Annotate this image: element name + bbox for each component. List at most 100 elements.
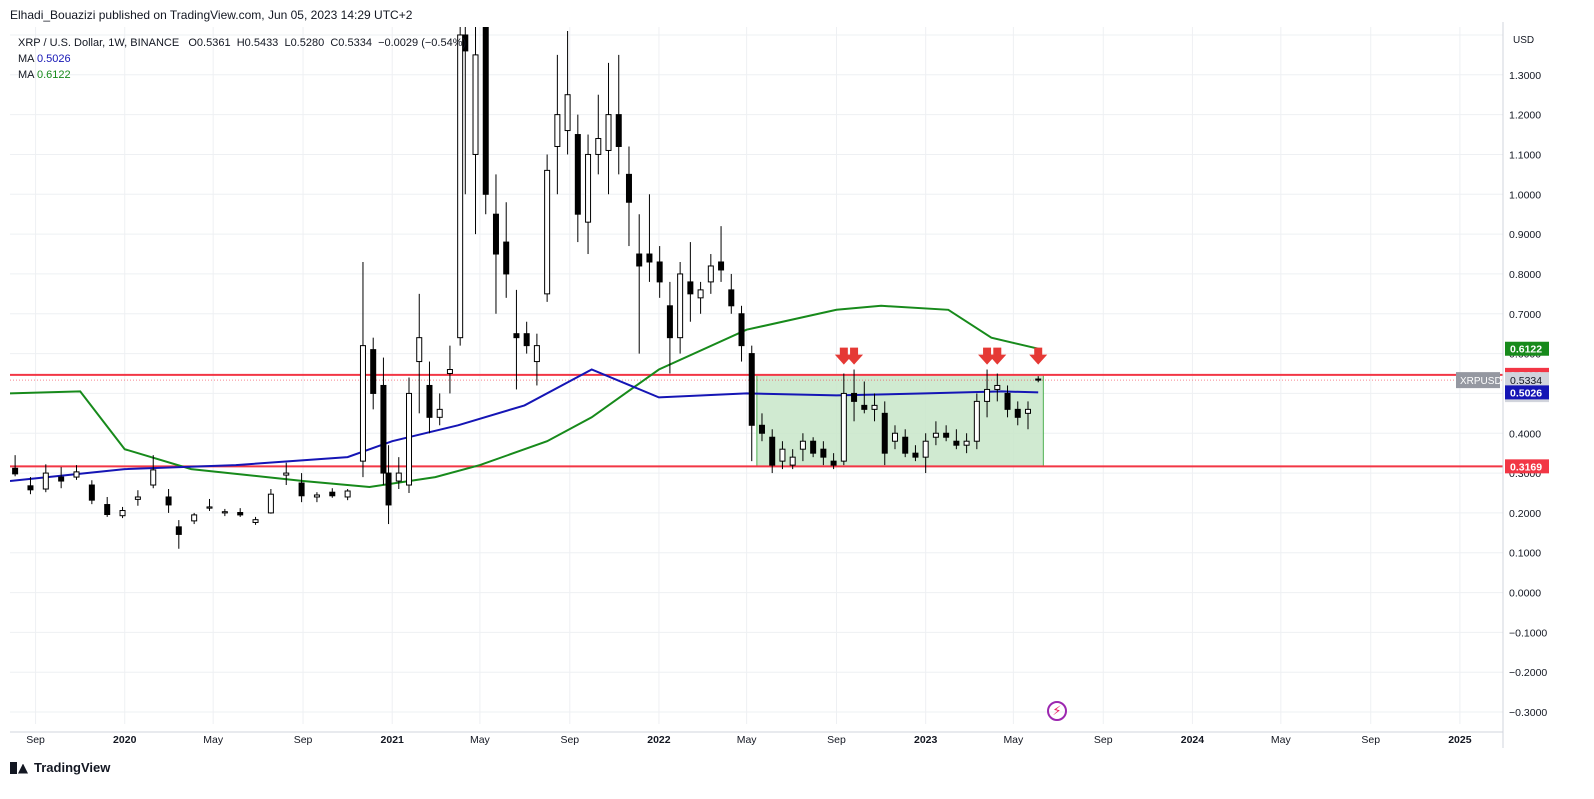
- candle-body: [595, 138, 602, 155]
- candle-body: [912, 452, 919, 458]
- candle-body: [1024, 408, 1031, 414]
- ma-slow-row[interactable]: MA 0.6122: [18, 67, 466, 83]
- candle-body: [88, 484, 95, 501]
- time-tick-label: 2022: [647, 734, 671, 746]
- candle-body: [943, 432, 950, 438]
- time-tick-label: May: [203, 734, 224, 746]
- down-arrow-icon: [834, 347, 853, 365]
- candle-body: [426, 384, 433, 418]
- candle-body: [206, 506, 213, 509]
- candle-body: [574, 134, 581, 215]
- candle-body: [406, 392, 413, 486]
- candle-body: [656, 261, 663, 283]
- candle-body: [134, 496, 141, 500]
- time-tick-label: 2021: [381, 734, 405, 746]
- candle-body: [953, 440, 960, 446]
- candles-group: [12, 27, 1042, 549]
- candle-body: [298, 482, 305, 497]
- candle-body: [758, 424, 765, 434]
- candle-body: [237, 512, 244, 516]
- candle-body: [666, 305, 673, 339]
- price-tick-label: 0.9000: [1509, 229, 1541, 241]
- ma_slow-price-tag: [1505, 341, 1549, 356]
- candle-body: [994, 384, 1001, 390]
- candle-body: [697, 289, 704, 299]
- candle-body: [283, 472, 290, 476]
- candle-body: [728, 289, 735, 307]
- candle-body: [385, 472, 392, 506]
- candle-body: [984, 388, 991, 402]
- time-tick-label: 2023: [914, 734, 938, 746]
- candle-body: [840, 392, 847, 462]
- candle-body: [922, 440, 929, 458]
- candle-body: [769, 436, 776, 466]
- price-tick-label: 0.2000: [1509, 508, 1541, 520]
- down-arrow-icon: [845, 347, 864, 365]
- time-tick-label: May: [1003, 734, 1024, 746]
- symbol-tag: [1456, 372, 1500, 389]
- candle-body: [492, 213, 499, 255]
- candle-body: [861, 404, 868, 410]
- candle-body: [564, 94, 571, 132]
- symbol-description[interactable]: XRP / U.S. Dollar, 1W, BINANCE: [18, 37, 180, 49]
- ma-slow-value: 0.6122: [36, 69, 71, 81]
- support-price-text: 0.3169: [1510, 461, 1542, 473]
- ma_fast-price-text: 0.5026: [1510, 387, 1542, 399]
- candle-body: [221, 511, 228, 514]
- footer-branding: TradingView: [10, 760, 110, 775]
- candle-body: [963, 440, 970, 446]
- candle-body: [446, 369, 453, 375]
- candle-body: [370, 349, 377, 394]
- candle-body: [615, 114, 622, 147]
- candle-body: [687, 281, 694, 295]
- high-value: 0.5433: [244, 37, 279, 49]
- candle-body: [191, 514, 198, 522]
- ma-fast-row[interactable]: MA 0.5026: [18, 51, 466, 67]
- candle-body: [12, 467, 19, 475]
- time-tick-label: 2025: [1448, 734, 1472, 746]
- candle-body: [718, 261, 725, 271]
- price-tick-label: 0.0000: [1509, 588, 1541, 600]
- time-tick-label: Sep: [26, 734, 45, 746]
- candle-body: [891, 432, 898, 442]
- range-box: [756, 374, 1044, 467]
- high-label: H: [236, 37, 245, 49]
- price-tick-label: 0.7000: [1509, 309, 1541, 321]
- price-tick-label: 0.1000: [1509, 548, 1541, 560]
- price-tick-label: −0.3000: [1509, 707, 1547, 719]
- chart-legend: XRP / U.S. Dollar, 1W, BINANCE O0.5361 H…: [18, 35, 466, 83]
- price-tick-label: 1.0000: [1509, 189, 1541, 201]
- ma-fast-label: MA: [18, 53, 34, 65]
- candle-body: [748, 353, 755, 426]
- candle-body: [810, 440, 817, 454]
- candle-body: [779, 448, 786, 462]
- lightning-icon[interactable]: ⚡: [1047, 701, 1067, 721]
- candle-body: [462, 34, 469, 52]
- down-arrow-icon: [988, 347, 1007, 365]
- open-label: O: [188, 37, 197, 49]
- time-tick-label: Sep: [560, 734, 579, 746]
- price-tick-label: −0.1000: [1509, 627, 1547, 639]
- candle-body: [738, 313, 745, 347]
- candle-body: [707, 265, 714, 283]
- candle-body: [820, 448, 827, 458]
- time-tick-label: 2024: [1181, 734, 1205, 746]
- candle-body: [973, 400, 980, 442]
- support-price-tag: [1505, 459, 1549, 474]
- symbol-row: XRP / U.S. Dollar, 1W, BINANCE O0.5361 H…: [18, 35, 466, 51]
- candle-body: [42, 472, 49, 490]
- candle-body: [677, 273, 684, 339]
- candle-body: [1004, 392, 1011, 410]
- candle-body: [472, 54, 479, 155]
- candle-body: [523, 333, 530, 347]
- candle-body: [119, 510, 126, 517]
- ma-fast-value: 0.5026: [36, 53, 71, 65]
- candle-body: [395, 472, 402, 482]
- candle-body: [359, 345, 366, 462]
- ma_slow-price-text: 0.6122: [1510, 344, 1542, 356]
- candle-body: [482, 27, 489, 195]
- open-value: 0.5361: [196, 37, 231, 49]
- time-tick-label: May: [470, 734, 491, 746]
- candle-body: [436, 408, 443, 418]
